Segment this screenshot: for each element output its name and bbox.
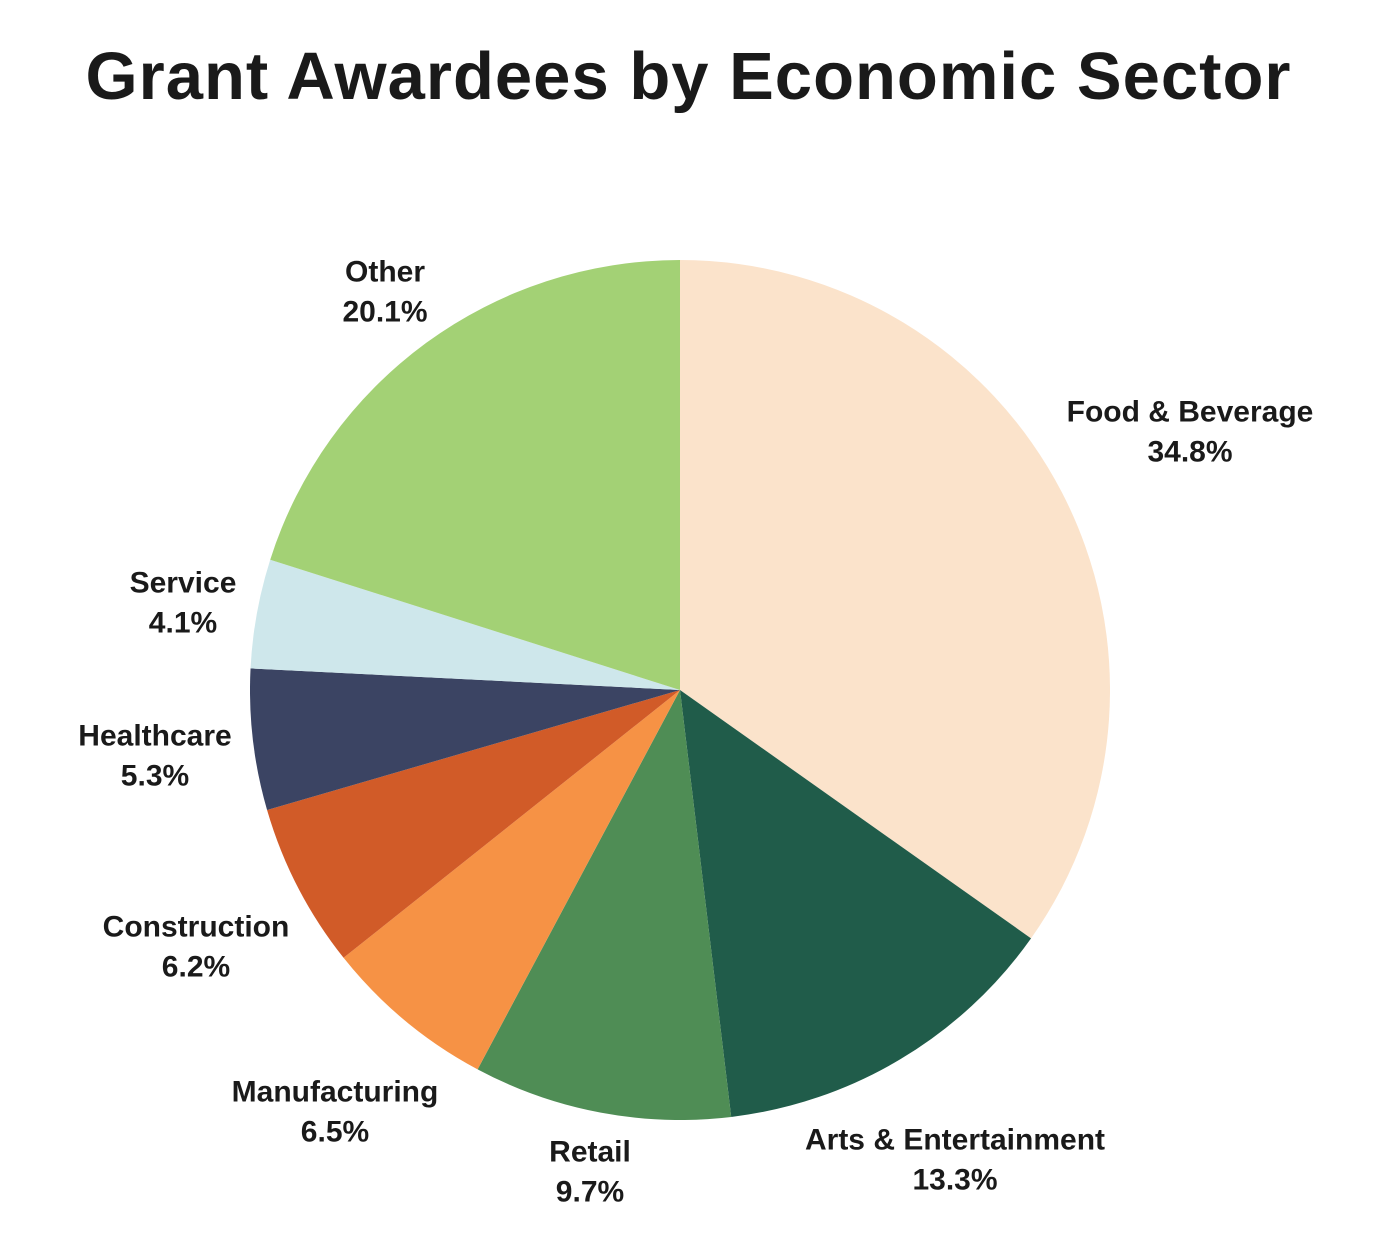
slice-label-percent: 4.1% (148, 606, 218, 639)
pie-slice-arts-entertainment (680, 690, 1032, 1117)
slice-label-percent: 6.2% (161, 950, 231, 983)
pie-slice-construction (267, 690, 680, 958)
slice-label-percent: 20.1% (342, 295, 428, 328)
pie-slice-service (250, 559, 681, 690)
pie-chart (250, 260, 1110, 1120)
slice-label-text: Other (344, 255, 426, 289)
pie-slice-other (270, 260, 680, 690)
slice-label-text: Arts & Entertainment (804, 1123, 1106, 1157)
slice-label-service: Service 4.1% (130, 563, 237, 642)
slice-label-percent: 6.5% (300, 1115, 370, 1148)
pie-slice-food-beverage (680, 260, 1110, 939)
slice-label-percent: 34.8% (1147, 435, 1233, 468)
slice-label-text: Food & Beverage (1066, 395, 1314, 429)
slice-label-manufacturing: Manufacturing 6.5% (232, 1072, 439, 1151)
pie-slice-manufacturing (343, 690, 680, 1070)
slice-label-construction: Construction 6.2% (103, 907, 290, 986)
slice-label-percent: 5.3% (120, 759, 190, 792)
slice-label-percent: 13.3% (912, 1163, 998, 1196)
slice-label-text: Construction (102, 910, 290, 944)
slice-label-arts-entertainment: Arts & Entertainment 13.3% (805, 1120, 1105, 1199)
slice-label-food-beverage: Food & Beverage 34.8% (1067, 392, 1314, 471)
slice-label-text: Service (129, 566, 237, 600)
slice-label-retail: Retail 9.7% (549, 1132, 631, 1211)
pie-slice-retail (477, 690, 732, 1120)
slice-label-other: Other 20.1% (342, 252, 427, 331)
slice-label-percent: 9.7% (555, 1175, 625, 1208)
chart-title: Grant Awardees by Economic Sector (85, 39, 1292, 114)
pie-slice-healthcare (250, 668, 680, 810)
slice-label-text: Manufacturing (231, 1075, 439, 1109)
slice-label-text: Healthcare (78, 719, 232, 753)
slice-label-healthcare: Healthcare 5.3% (78, 716, 231, 795)
slice-label-text: Retail (549, 1135, 631, 1169)
